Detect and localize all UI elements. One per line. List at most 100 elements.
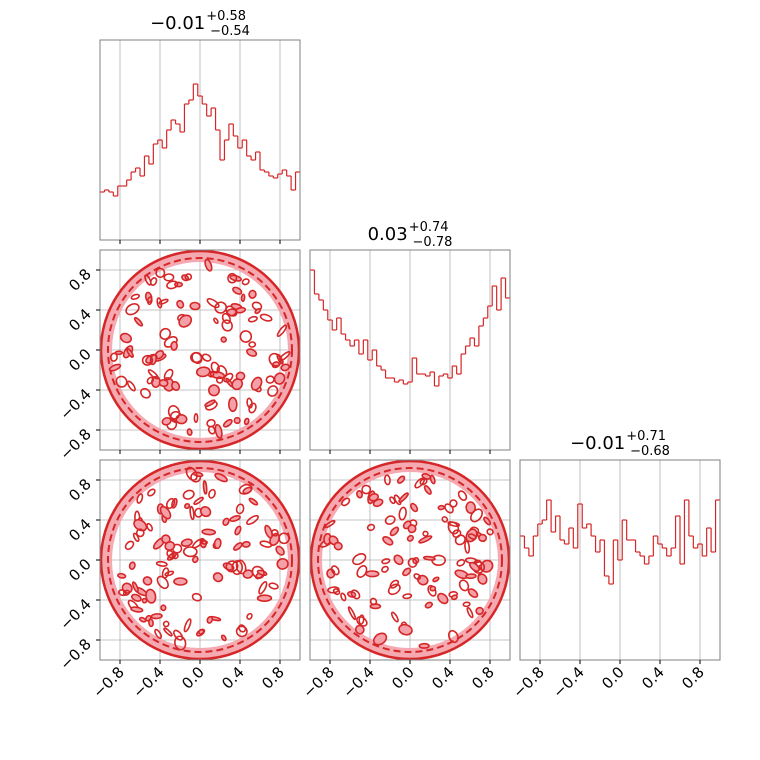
density-param-3-vs-param-2-contour-17 (410, 502, 419, 513)
density-param-2-vs-param-1-contour-95 (146, 376, 155, 385)
histogram-param-3-xtick-label-4: 0.8 (678, 663, 708, 693)
density-param-2-vs-param-1-contour-26 (246, 348, 258, 357)
density-param-3-vs-param-1-ytick-label-2: 0.0 (65, 555, 95, 585)
density-param-3-vs-param-2-contour-101 (413, 573, 422, 581)
density-param-3-vs-param-1-contour-107 (256, 594, 273, 603)
density-param-2-vs-param-1-contour-82 (141, 354, 154, 366)
density-param-3-vs-param-2-contour-99 (356, 490, 363, 499)
density-param-3-vs-param-1-contour-16 (146, 522, 154, 532)
density-param-3-vs-param-1-contour-75 (145, 588, 157, 604)
density-param-2-vs-param-1-contour-53 (125, 303, 140, 316)
density-param-2-vs-param-1-contour-22 (246, 397, 253, 409)
density-param-3-vs-param-2-contour-64 (340, 497, 351, 507)
density-param-3-vs-param-2-ring-outer (310, 460, 510, 660)
density-param-2-vs-param-1-contour-41 (223, 372, 234, 383)
density-param-2-vs-param-1-contour-44 (171, 381, 181, 391)
density-param-2-vs-param-1-contour-69 (158, 298, 169, 305)
density-param-3-vs-param-1-contour-61 (117, 589, 127, 597)
density-param-3-vs-param-2-xtick-label-4: 0.8 (468, 663, 498, 693)
density-param-3-vs-param-2-contour-59 (369, 597, 378, 606)
density-param-3-vs-param-2-contour-20 (458, 579, 470, 592)
density-param-2-vs-param-1-contour-14 (130, 293, 141, 300)
density-param-3-vs-param-1-ytick-label-1: −0.4 (56, 595, 94, 633)
density-param-3-vs-param-2-contours (310, 460, 510, 660)
density-param-2-vs-param-1-contour-105 (265, 375, 275, 384)
density-param-3-vs-param-2-contour-46 (327, 586, 340, 594)
density-param-2-vs-param-1-panel: −0.8−0.4 0.0 0.4 0.8 (56, 249, 301, 464)
density-param-2-vs-param-1-contour-25 (161, 416, 172, 426)
histogram-param-2-bins (310, 269, 510, 387)
density-param-3-vs-param-1-contour-17 (246, 612, 253, 620)
density-param-2-vs-param-1-ring-fill (100, 250, 300, 450)
density-param-3-vs-param-2-panel: −0.8 −0.4 0.0 0.4 0.8 (299, 459, 511, 702)
density-param-2-vs-param-1-contour-102 (140, 387, 151, 399)
density-param-2-vs-param-1-contour-66 (267, 385, 279, 397)
density-param-2-vs-param-1-ytick-label-2: 0.0 (65, 345, 95, 375)
density-param-2-vs-param-1-contour-29 (248, 341, 257, 348)
density-param-3-vs-param-1-contour-49 (165, 497, 176, 510)
density-param-3-vs-param-2-contour-10 (465, 501, 477, 514)
density-param-3-vs-param-2-contour-88 (429, 474, 436, 485)
density-param-3-vs-param-2-xtick-label-3: 0.4 (428, 663, 458, 693)
density-param-3-vs-param-2-contour-98 (418, 642, 430, 649)
density-param-2-vs-param-1-contour-39 (250, 376, 263, 391)
density-param-3-vs-param-1-contour-66 (259, 540, 273, 548)
density-param-2-vs-param-1-contour-49 (207, 384, 221, 397)
density-param-3-vs-param-1-contour-18 (182, 489, 195, 500)
density-param-2-vs-param-1-contour-84 (210, 361, 220, 374)
density-param-2-vs-param-1-contour-31 (119, 332, 132, 344)
density-param-3-vs-param-2-contour-55 (437, 504, 445, 511)
density-param-2-vs-param-1-contour-106 (170, 340, 178, 351)
density-param-3-vs-param-2-contour-77 (402, 567, 412, 577)
histogram-param-3-bins (520, 499, 720, 585)
density-param-3-vs-param-2-contour-56 (456, 558, 466, 567)
density-param-3-vs-param-2-contour-19 (419, 478, 428, 486)
density-param-3-vs-param-2-contour-54 (464, 540, 471, 554)
density-param-3-vs-param-2-contour-100 (467, 533, 477, 540)
density-param-2-vs-param-1-contour-30 (189, 301, 201, 311)
density-param-3-vs-param-1-xtick-label-3: 0.4 (218, 663, 248, 693)
title-param-3-minus: −0.68 (630, 444, 670, 459)
density-param-2-vs-param-1-contour-1 (221, 319, 233, 332)
density-param-3-vs-param-1-contour-59 (173, 577, 188, 586)
density-param-3-vs-param-1-contour-73 (248, 497, 259, 506)
density-param-2-vs-param-1-ring-outer (100, 250, 300, 450)
density-param-2-vs-param-1-contour-16 (159, 327, 172, 340)
density-param-2-vs-param-1-contour-34 (167, 405, 181, 420)
density-param-3-vs-param-1-contour-35 (141, 597, 148, 604)
density-param-3-vs-param-2-contour-47 (356, 565, 368, 578)
density-param-3-vs-param-1-contour-44 (133, 518, 148, 532)
density-param-3-vs-param-2-contour-71 (422, 555, 436, 561)
density-param-3-vs-param-1-contour-23 (201, 528, 217, 536)
density-param-3-vs-param-1-contour-77 (246, 514, 259, 526)
density-param-3-vs-param-1-contour-104 (275, 545, 285, 556)
density-param-3-vs-param-1-contour-56 (233, 542, 243, 551)
density-param-3-vs-param-1-ring-inner (107, 467, 293, 653)
title-param-2: 0.03+0.74 −0.78 (368, 220, 453, 250)
density-param-2-vs-param-1-contour-91 (221, 312, 231, 325)
density-param-3-vs-param-2-contour-79 (454, 534, 466, 546)
density-param-2-vs-param-1-contour-67 (195, 366, 211, 378)
density-param-3-vs-param-1-contour-89 (276, 557, 289, 570)
title-param-2-value: 0.03 (368, 224, 408, 245)
density-param-3-vs-param-1-contour-40 (278, 532, 290, 545)
density-param-3-vs-param-1-contour-84 (156, 575, 169, 590)
density-param-2-vs-param-1-contour-70 (248, 289, 257, 299)
density-param-3-vs-param-1-contour-65 (191, 555, 199, 564)
density-param-3-vs-param-2-contour-106 (383, 474, 391, 486)
density-param-3-vs-param-1-contour-24 (234, 525, 242, 536)
density-param-3-vs-param-2-contour-29 (467, 588, 479, 599)
density-param-3-vs-param-1-contour-1 (138, 616, 147, 623)
density-param-2-vs-param-1-contour-103 (227, 396, 238, 413)
density-param-3-vs-param-1-ring-fill (100, 460, 300, 660)
density-param-3-vs-param-2-contour-24 (447, 521, 460, 535)
density-param-2-vs-param-1-ring-inner (107, 257, 293, 443)
density-param-3-vs-param-2-contour-6 (382, 536, 394, 546)
density-param-3-vs-param-1-contour-79 (171, 552, 179, 560)
density-param-3-vs-param-2-contour-52 (406, 534, 414, 542)
title-param-1: −0.01+0.58 −0.54 (150, 9, 250, 39)
density-param-2-vs-param-1-contour-97 (191, 351, 203, 365)
density-param-2-vs-param-1-contour-38 (251, 301, 263, 311)
density-param-3-vs-param-2-contour-90 (393, 554, 404, 566)
